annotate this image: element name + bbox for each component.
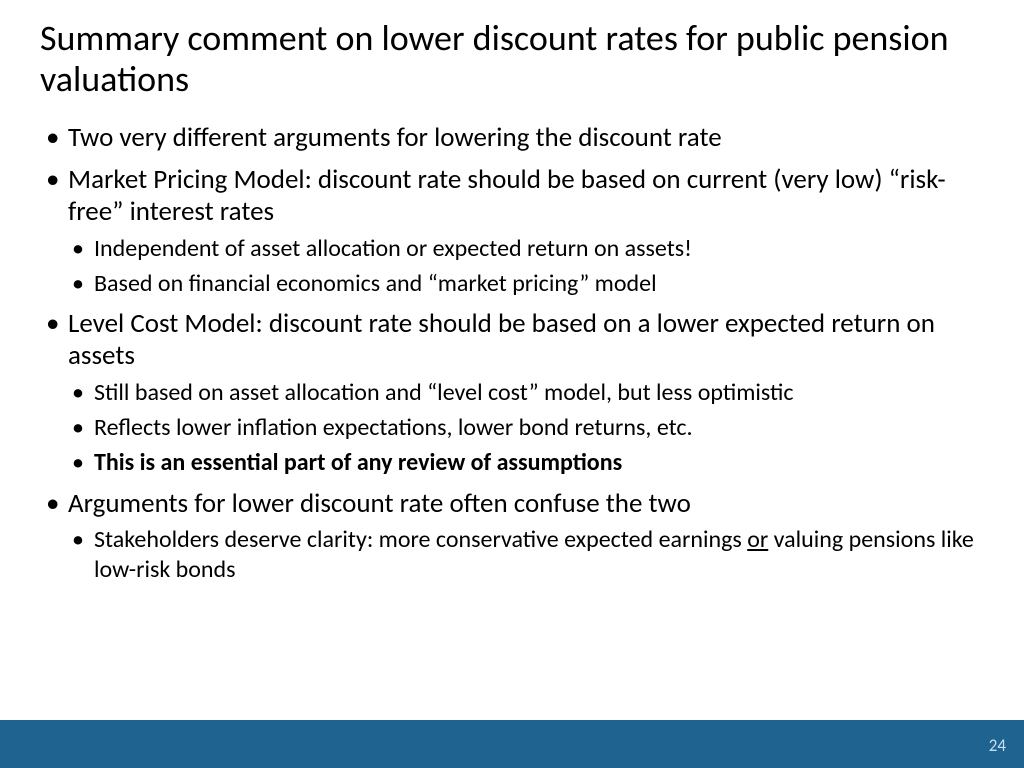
slide-body: Two very different arguments for lowerin… [40,122,984,594]
bullet-text-underline: or [747,525,768,554]
bullet-list-level1: Two very different arguments for lowerin… [40,122,984,584]
bullet-item: Level Cost Model: discount rate should b… [40,308,984,478]
bullet-subitem: Stakeholders deserve clarity: more conse… [68,525,984,584]
bullet-text-bold: This is an essential part of any review … [94,448,622,477]
bullet-text: Level Cost Model: discount rate should b… [68,307,935,372]
bullet-subitem: This is an essential part of any review … [68,448,984,477]
bullet-text: Market Pricing Model: discount rate shou… [68,163,946,228]
bullet-item: Market Pricing Model: discount rate shou… [40,164,984,298]
bullet-text: Still based on asset allocation and “lev… [94,378,794,407]
bullet-text: Stakeholders deserve clarity: more conse… [94,525,747,554]
bullet-subitem: Based on financial economics and “market… [68,269,984,298]
bullet-subitem: Still based on asset allocation and “lev… [68,378,984,407]
bullet-list-level2: Still based on asset allocation and “lev… [68,378,984,478]
bullet-list-level2: Independent of asset allocation or expec… [68,234,984,299]
bullet-text: Two very different arguments for lowerin… [68,121,722,154]
footer-bar: 24 [0,720,1024,768]
page-number: 24 [989,735,1006,756]
slide-title: Summary comment on lower discount rates … [40,18,984,101]
bullet-text: Independent of asset allocation or expec… [94,234,692,263]
slide: Summary comment on lower discount rates … [0,0,1024,768]
bullet-text: Reflects lower inflation expectations, l… [94,413,693,442]
bullet-item: Two very different arguments for lowerin… [40,122,984,154]
bullet-text: Arguments for lower discount rate often … [68,487,691,520]
bullet-list-level2: Stakeholders deserve clarity: more conse… [68,525,984,584]
bullet-item: Arguments for lower discount rate often … [40,488,984,584]
bullet-subitem: Reflects lower inflation expectations, l… [68,413,984,442]
bullet-subitem: Independent of asset allocation or expec… [68,234,984,263]
bullet-text: Based on financial economics and “market… [94,269,657,298]
